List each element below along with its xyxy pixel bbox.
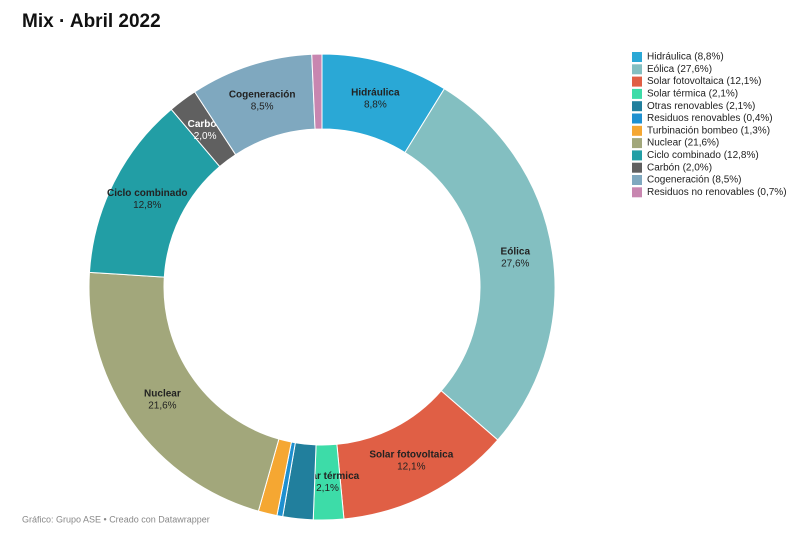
slice-value: 12,8% — [133, 200, 161, 211]
legend-label: Eólica (27,6%) — [647, 64, 712, 75]
slice-label: Ciclo combinado — [107, 188, 188, 199]
slice-label: Solar fotovoltaica — [369, 450, 453, 461]
legend-label: Otras renovables (2,1%) — [647, 101, 755, 112]
slice-value: 2,0% — [194, 131, 217, 142]
legend-label: Solar térmica (2,1%) — [647, 89, 738, 100]
legend-swatch — [632, 88, 642, 99]
legend-label: Turbinación bombeo (1,3%) — [647, 125, 770, 136]
legend-swatch — [632, 138, 642, 149]
legend-swatch — [632, 125, 642, 136]
slice-value: 8,8% — [364, 100, 387, 111]
legend-label: Nuclear (21,6%) — [647, 138, 719, 149]
legend-label: Residuos no renovables (0,7%) — [647, 187, 787, 198]
legend-swatch — [632, 76, 642, 87]
legend-label: Hidráulica (8,8%) — [647, 52, 724, 63]
slice-value: 27,6% — [501, 258, 529, 269]
slice — [88, 271, 280, 512]
legend-label: Ciclo combinado (12,8%) — [647, 150, 759, 161]
slice — [311, 53, 323, 130]
legend-label: Residuos renovables (0,4%) — [647, 113, 773, 124]
legend-swatch — [632, 101, 642, 112]
slice-label: Nuclear — [144, 389, 181, 400]
legend-swatch — [632, 113, 642, 124]
legend-swatch — [632, 187, 642, 198]
slice-label: Solar térmica — [296, 471, 360, 482]
slice-label: Carbón — [188, 119, 223, 130]
slice-value: 2,1% — [316, 483, 339, 494]
legend-swatch — [632, 162, 642, 173]
chart-title: Mix · Abril 2022 — [22, 11, 161, 32]
legend-swatch — [632, 150, 642, 161]
legend-label: Carbón (2,0%) — [647, 162, 712, 173]
slice-label: Hidráulica — [351, 88, 400, 99]
slice-value: 21,6% — [148, 401, 176, 412]
slice-label: Eólica — [501, 246, 531, 257]
legend-swatch — [632, 175, 642, 185]
slice-value: 12,1% — [397, 462, 425, 473]
legend-swatch — [632, 52, 642, 62]
legend-label: Solar fotovoltaica (12,1%) — [647, 76, 762, 87]
slice-label: Cogeneración — [229, 90, 296, 101]
slice-value: 8,5% — [251, 102, 274, 113]
slice — [404, 88, 556, 441]
legend-swatch — [632, 64, 642, 75]
legend-label: Cogeneración (8,5%) — [647, 175, 742, 186]
footer: Gráfico: Grupo ASE • Creado con Datawrap… — [22, 514, 210, 524]
